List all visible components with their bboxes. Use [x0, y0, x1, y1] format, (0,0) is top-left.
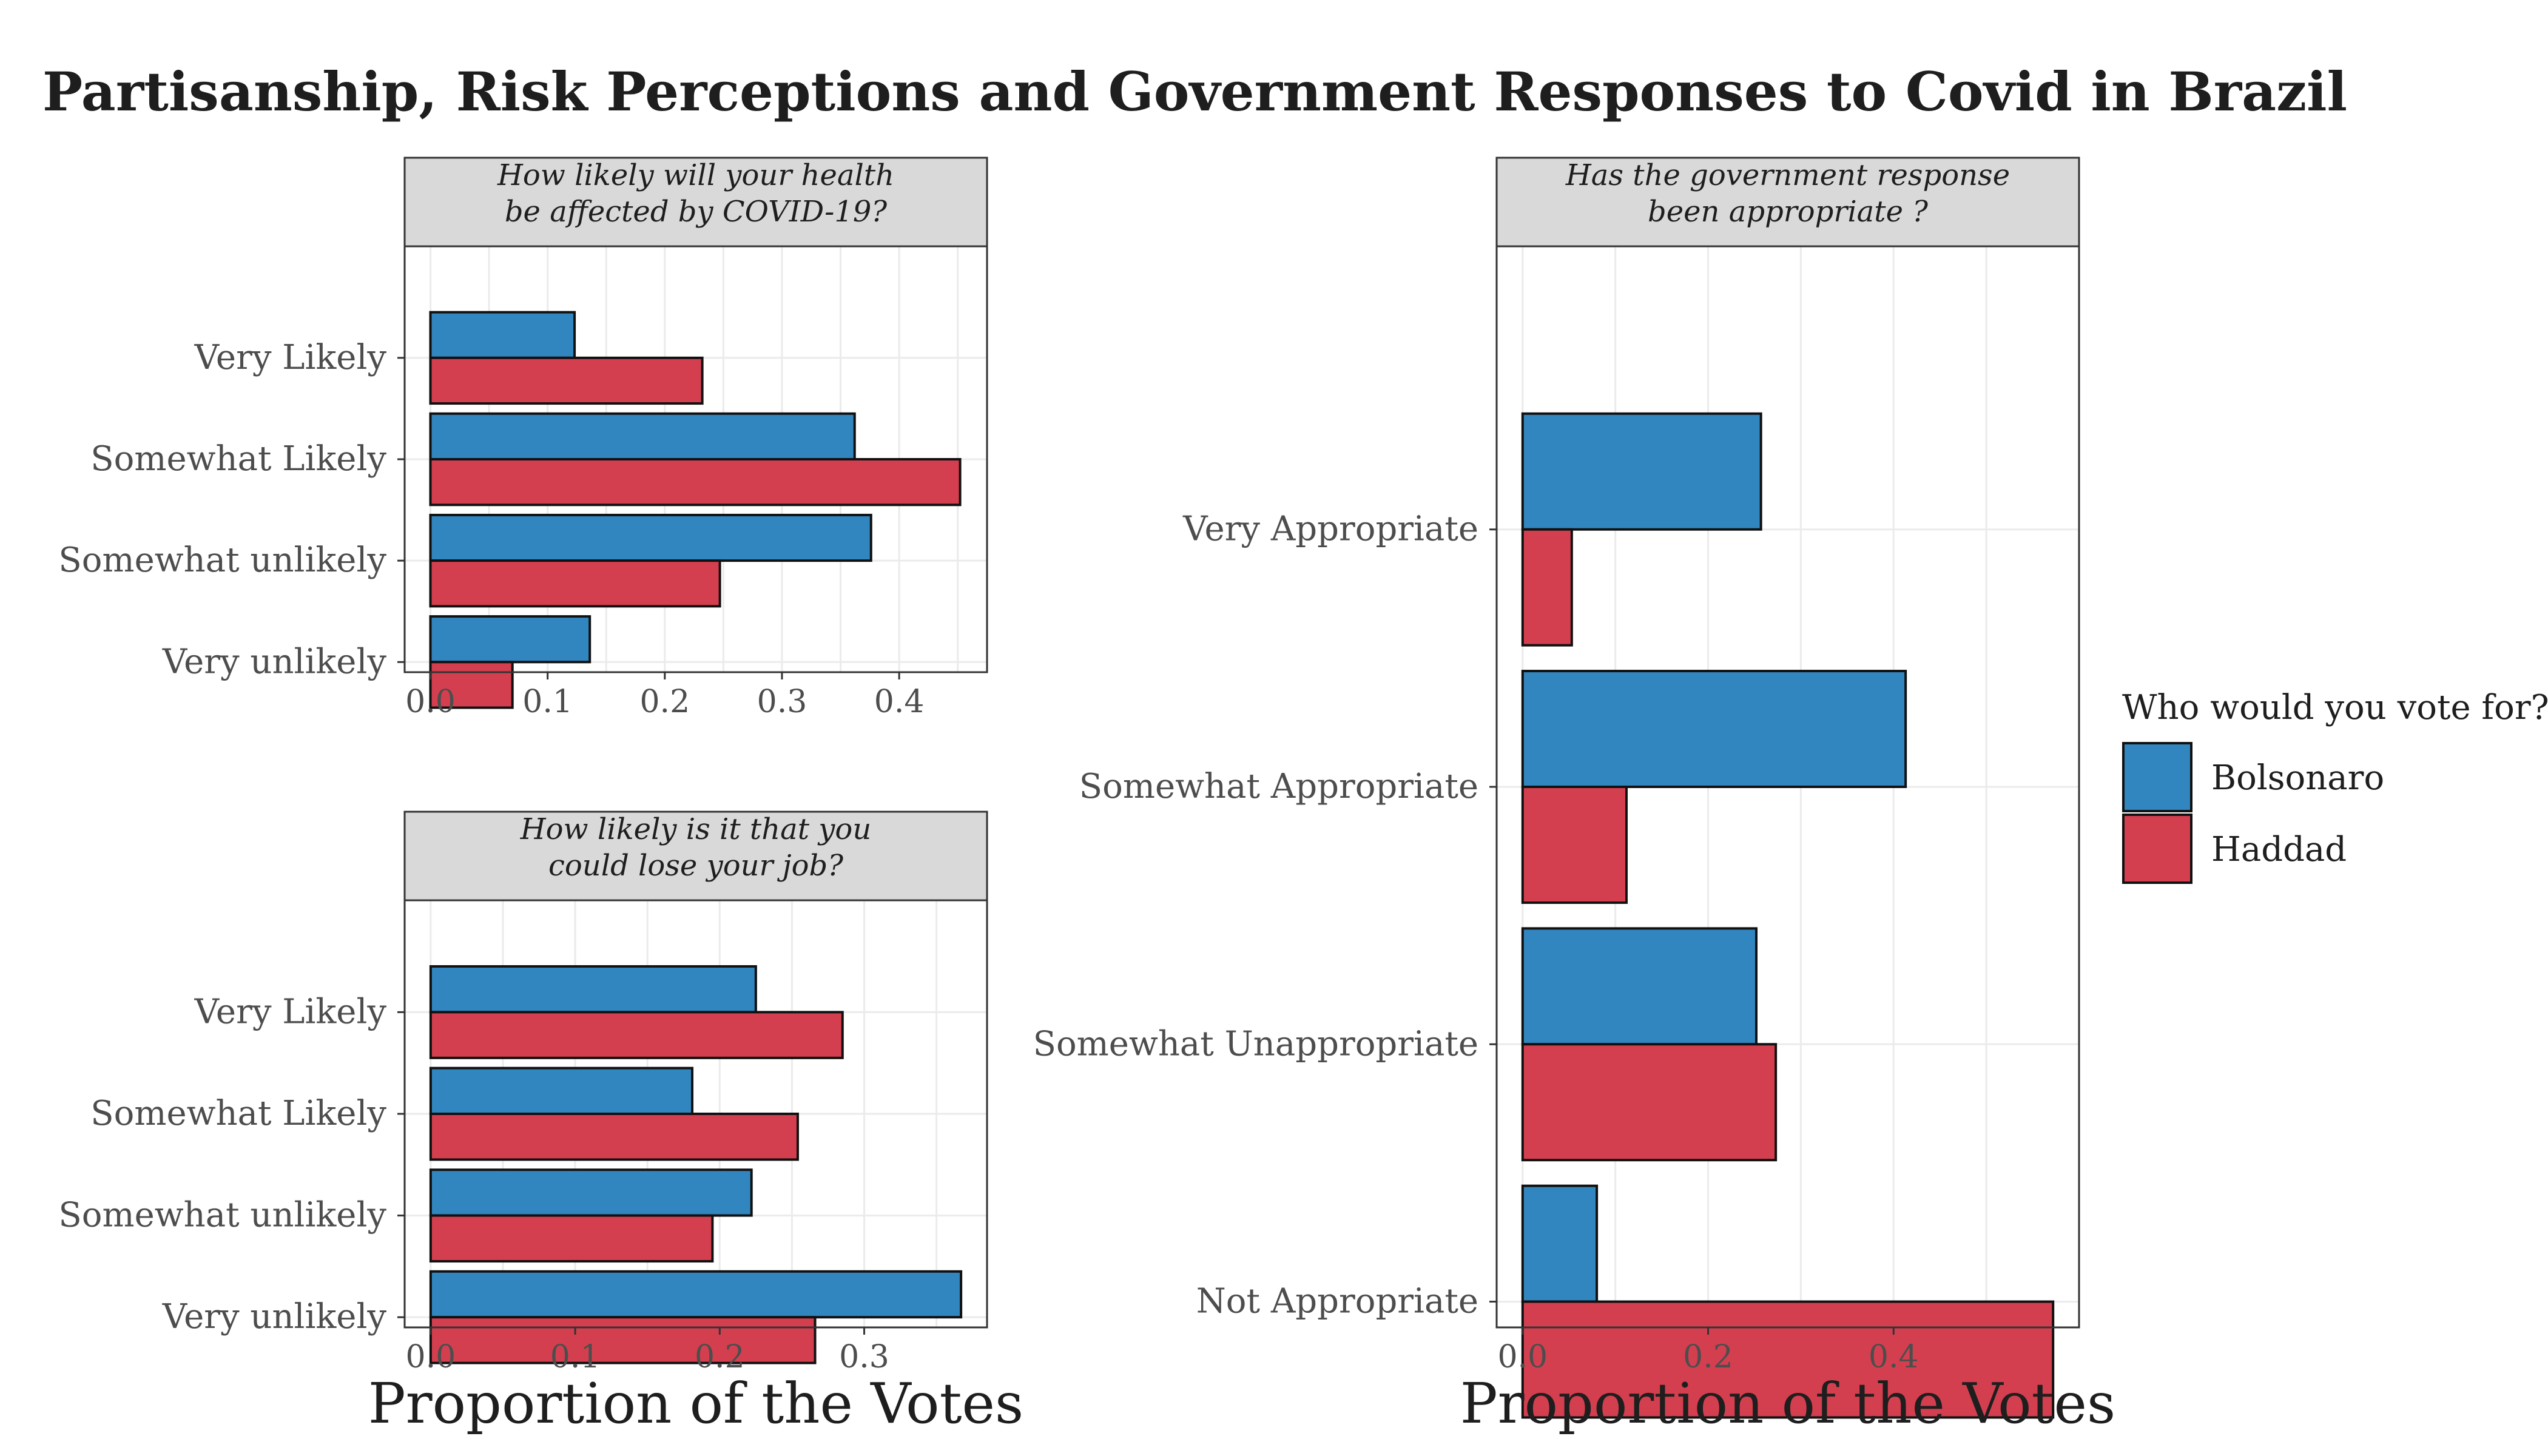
- legend-title: Who would you vote for?: [2122, 688, 2548, 727]
- category-label: Somewhat Appropriate: [1079, 767, 1478, 806]
- bar-bolsonaro: [1521, 927, 1758, 1046]
- category-label: Very unlikely: [162, 1297, 387, 1336]
- bar-haddad: [429, 1214, 714, 1263]
- bar-haddad: [1521, 786, 1628, 904]
- bar-haddad: [429, 356, 704, 405]
- figure-title: Partisanship, Risk Perceptions and Gover…: [42, 60, 2347, 123]
- bar-haddad: [1521, 528, 1573, 647]
- bar-bolsonaro: [429, 615, 592, 664]
- bar-haddad: [429, 661, 514, 709]
- bars: [429, 311, 962, 709]
- legend-label-bolsonaro: Bolsonaro: [2211, 758, 2384, 798]
- category-label: Not Appropriate: [1196, 1282, 1478, 1321]
- x-tick-label: 0.3: [839, 1339, 889, 1375]
- panel-title-line: could lose your job?: [548, 849, 843, 883]
- bar-bolsonaro: [1521, 1184, 1599, 1303]
- x-tick-label: 0.2: [1683, 1339, 1733, 1375]
- category-label: Somewhat Likely: [90, 1094, 386, 1133]
- x-tick-label: 0.0: [1497, 1339, 1548, 1375]
- bars: [1521, 412, 2055, 1419]
- legend-swatch-bolsonaro: [2122, 742, 2192, 812]
- x-axis-title: Proportion of the Votes: [1460, 1371, 2115, 1436]
- bar-bolsonaro: [429, 412, 856, 460]
- category-label: Somewhat unlikely: [58, 541, 386, 580]
- x-tick-label: 0.4: [874, 684, 925, 720]
- bar-haddad: [429, 458, 962, 507]
- category-label: Somewhat unlikely: [58, 1196, 386, 1235]
- bar-bolsonaro: [429, 513, 872, 562]
- x-tick-label: 0.0: [405, 684, 456, 720]
- bar-haddad: [429, 1113, 799, 1161]
- panel-header: [1495, 157, 2080, 248]
- category-label: Very Likely: [194, 992, 387, 1031]
- x-tick-label: 0.2: [639, 684, 690, 720]
- bar-bolsonaro: [429, 1168, 753, 1217]
- x-tick-label: 0.1: [550, 1339, 601, 1375]
- legend-swatch-haddad: [2122, 814, 2192, 884]
- x-tick-label: 0.4: [1869, 1339, 1919, 1375]
- panel-title-line: been appropriate ?: [1648, 195, 1928, 229]
- panel-header: [403, 157, 988, 248]
- panel-border: [403, 245, 988, 673]
- bar-bolsonaro: [429, 311, 576, 359]
- x-tick-label: 0.0: [406, 1339, 456, 1375]
- bar-bolsonaro: [429, 965, 757, 1014]
- panel-title-line: How likely is it that you: [520, 812, 871, 846]
- bar-haddad: [1521, 1300, 2055, 1419]
- x-tick-label: 0.2: [695, 1339, 745, 1375]
- category-label: Very Likely: [194, 338, 387, 377]
- bars: [429, 965, 963, 1364]
- category-label: Very Appropriate: [1182, 510, 1478, 549]
- bar-bolsonaro: [429, 1067, 694, 1115]
- category-label: Somewhat Unappropriate: [1033, 1024, 1478, 1063]
- legend-label-haddad: Haddad: [2211, 830, 2347, 869]
- panel-title-line: Has the government response: [1565, 158, 2010, 192]
- category-label: Very unlikely: [162, 642, 387, 681]
- bar-bolsonaro: [1521, 412, 1762, 531]
- bar-bolsonaro: [429, 1270, 963, 1319]
- bar-haddad: [429, 1011, 844, 1059]
- panel-border: [403, 899, 988, 1329]
- bar-haddad: [429, 559, 721, 608]
- legend: Who would you vote for? Bolsonaro Haddad: [2122, 688, 2548, 884]
- panel-border: [1495, 245, 2080, 1329]
- category-label: Somewhat Likely: [90, 439, 386, 479]
- x-tick-label: 0.1: [522, 684, 573, 720]
- panel-title-line: How likely will your health: [497, 158, 894, 192]
- x-axis-title: Proportion of the Votes: [368, 1371, 1023, 1436]
- bar-haddad: [1521, 1043, 1778, 1162]
- panel-header: [403, 811, 988, 902]
- panel-title-line: be affected by COVID-19?: [505, 195, 888, 229]
- bar-haddad: [429, 1316, 817, 1364]
- x-tick-label: 0.3: [757, 684, 807, 720]
- bar-bolsonaro: [1521, 670, 1907, 788]
